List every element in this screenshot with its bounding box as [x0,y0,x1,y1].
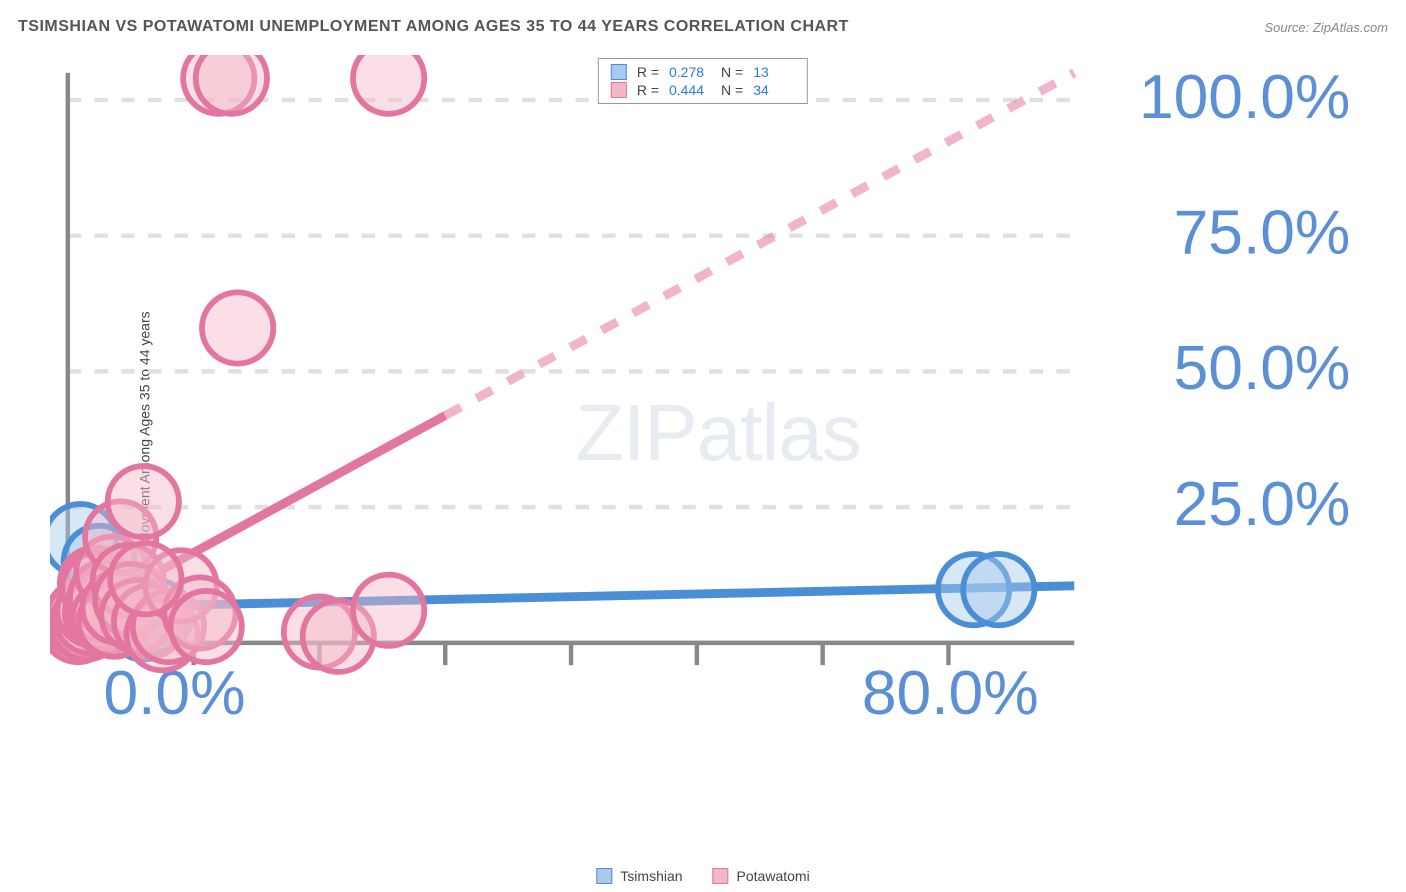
legend-swatch [713,868,729,884]
y-tick-label: 75.0% [1174,198,1351,267]
series-name: Potawatomi [737,868,810,884]
n-value: 13 [753,64,795,80]
r-value: 0.278 [669,64,711,80]
correlation-legend-row: R = 0.278 N = 13 [611,63,795,81]
x-tick-label: 80.0% [862,659,1039,723]
y-tick-label: 100.0% [1139,63,1350,132]
r-value: 0.444 [669,82,711,98]
scatter-point [353,55,424,114]
series-legend-item: Potawatomi [713,868,810,884]
scatter-point [353,575,424,646]
scatter-point [196,55,267,114]
series-name: Tsimshian [620,868,682,884]
r-label: R = [637,82,659,98]
scatter-plot: 25.0%50.0%75.0%100.0%0.0%80.0% [50,55,1386,723]
legend-swatch [596,868,612,884]
y-tick-label: 25.0% [1174,470,1351,539]
scatter-point [171,591,242,662]
n-label: N = [721,82,743,98]
n-value: 34 [753,82,795,98]
scatter-point [963,554,1034,625]
chart-area: ZIPatlas 25.0%50.0%75.0%100.0%0.0%80.0% [50,55,1386,842]
series-legend: Tsimshian Potawatomi [596,868,809,884]
chart-title: TSIMSHIAN VS POTAWATOMI UNEMPLOYMENT AMO… [18,18,849,36]
n-label: N = [721,64,743,80]
scatter-point [202,292,273,363]
correlation-legend: R = 0.278 N = 13 R = 0.444 N = 34 [598,58,808,104]
r-label: R = [637,64,659,80]
legend-swatch [611,82,627,98]
legend-swatch [611,64,627,80]
y-tick-label: 50.0% [1174,334,1351,403]
correlation-legend-row: R = 0.444 N = 34 [611,81,795,99]
series-legend-item: Tsimshian [596,868,682,884]
scatter-point [108,466,179,537]
source-attribution: Source: ZipAtlas.com [1264,20,1388,35]
scatter-point [110,543,181,614]
